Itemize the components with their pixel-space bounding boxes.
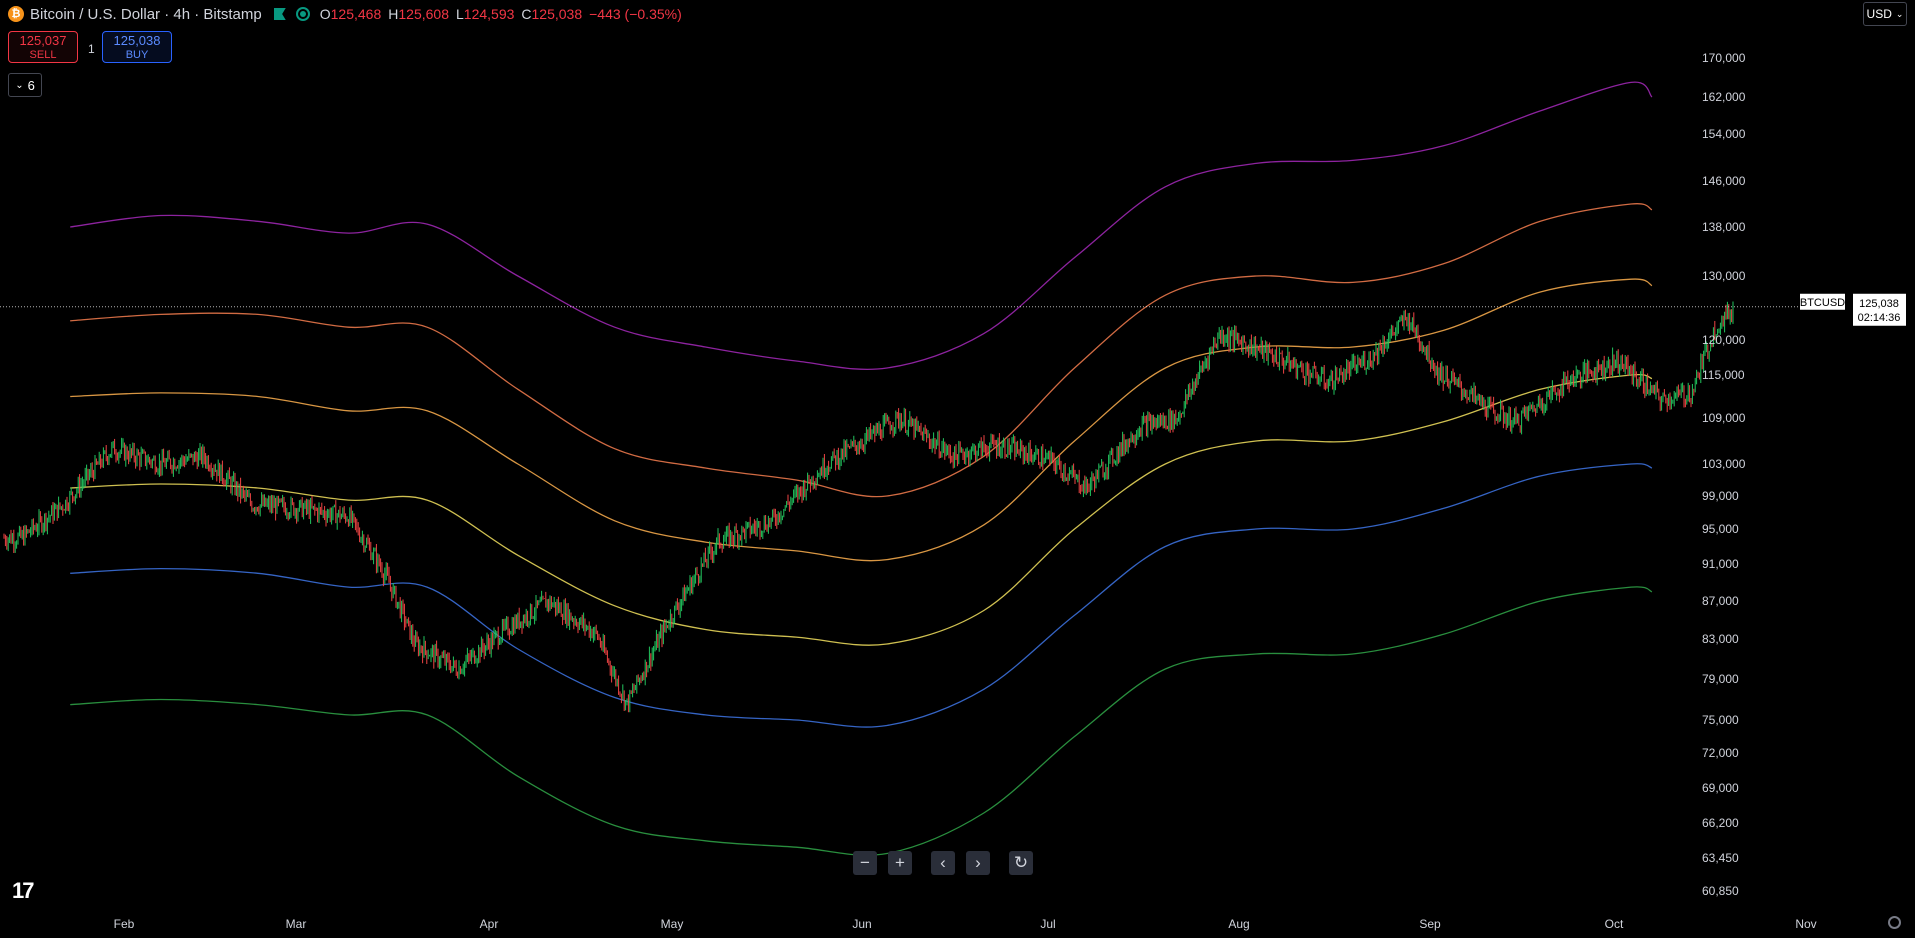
- y-tick-label: 63,450: [1702, 851, 1739, 865]
- indicators-toggle[interactable]: ⌄ 6: [8, 73, 42, 97]
- x-tick-label: Oct: [1605, 917, 1624, 931]
- symbol-title[interactable]: Bitcoin / U.S. Dollar · 4h · Bitstamp: [30, 5, 262, 23]
- zoom-in-button[interactable]: +: [888, 851, 912, 875]
- y-tick-label: 170,000: [1702, 51, 1746, 65]
- envelope-line-band-yellow: [70, 373, 1653, 646]
- y-tick-label: 115,000: [1702, 368, 1745, 382]
- scroll-left-button[interactable]: ‹: [931, 851, 955, 875]
- envelope-line-band-orange: [70, 203, 1653, 498]
- price-candles: [3, 301, 1734, 713]
- x-tick-label: Jun: [852, 917, 871, 931]
- chevron-down-icon: ⌄: [1895, 8, 1904, 19]
- sell-button[interactable]: 125,037 SELL: [8, 31, 78, 63]
- tradingview-logo[interactable]: 17: [12, 878, 35, 903]
- y-tick-label: 120,000: [1702, 333, 1746, 347]
- y-tick-label: 87,000: [1702, 594, 1739, 608]
- buy-button[interactable]: 125,038 BUY: [102, 31, 172, 63]
- y-tick-label: 91,000: [1702, 557, 1739, 571]
- y-tick-label: 60,850: [1702, 884, 1739, 898]
- y-tick-label: 72,000: [1702, 746, 1739, 760]
- y-tick-label: 79,000: [1702, 672, 1739, 686]
- symbol-tag-box: [1800, 293, 1845, 310]
- indicator-count: 6: [27, 77, 35, 93]
- y-tick-label: 138,000: [1702, 220, 1746, 234]
- envelope-line-band-purple: [70, 81, 1653, 371]
- y-tick-label: 75,000: [1702, 713, 1739, 727]
- envelope-line-band-blue: [70, 463, 1653, 728]
- symbol-header[interactable]: ₿ Bitcoin / U.S. Dollar · 4h · Bitstamp …: [8, 4, 682, 24]
- sell-label: SELL: [29, 49, 57, 61]
- close-value: C125,038: [521, 6, 583, 22]
- open-value: O125,468: [319, 6, 382, 22]
- envelope-line-band-yellow-orange: [70, 278, 1653, 562]
- y-tick-label: 109,000: [1702, 411, 1746, 425]
- y-tick-label: 83,000: [1702, 632, 1739, 646]
- currency-label: USD: [1866, 7, 1892, 21]
- buy-price: 125,038: [113, 33, 161, 48]
- x-tick-label: Jul: [1040, 917, 1055, 931]
- buy-label: BUY: [125, 49, 149, 61]
- y-tick-label: 146,000: [1702, 174, 1746, 188]
- gear-icon[interactable]: [1888, 916, 1901, 929]
- bitcoin-icon: ₿: [8, 6, 24, 22]
- x-tick-label: Feb: [114, 917, 135, 931]
- x-tick-label: May: [661, 917, 684, 931]
- y-tick-label: 162,000: [1702, 90, 1746, 104]
- y-tick-label: 69,000: [1702, 781, 1739, 795]
- last-price-box: [1853, 293, 1906, 326]
- y-tick-label: 103,000: [1702, 457, 1746, 471]
- y-tick-label: 99,000: [1702, 489, 1739, 503]
- market-status-icon[interactable]: [295, 7, 310, 21]
- envelope-line-band-green: [70, 586, 1653, 856]
- last-price-label: 125,038: [1859, 298, 1899, 310]
- envelope-bands: [70, 81, 1653, 856]
- chart-controls: − + ‹ › ↻: [853, 851, 1033, 875]
- flag-icon[interactable]: [273, 8, 286, 20]
- chart-axes: Feb Mar Apr May Jun Jul Aug Sep Oct Nov 170,000 162…: [0, 51, 1906, 931]
- x-tick-label: Apr: [480, 917, 499, 931]
- reset-chart-button[interactable]: ↻: [1009, 851, 1033, 875]
- x-tick-label: Aug: [1228, 917, 1249, 931]
- x-tick-label: Nov: [1795, 917, 1816, 931]
- symbol-tag: BTCUSD: [1800, 297, 1845, 309]
- zoom-out-button[interactable]: −: [853, 851, 877, 875]
- y-tick-label: 66,200: [1702, 816, 1739, 830]
- order-quantity[interactable]: 1: [88, 42, 95, 56]
- sell-price: 125,037: [19, 33, 67, 48]
- countdown-label: 02:14:36: [1858, 312, 1901, 324]
- y-tick-label: 130,000: [1702, 269, 1746, 283]
- x-tick-label: Mar: [286, 917, 307, 931]
- price-change: −443 (−0.35%): [589, 6, 682, 22]
- y-tick-label: 95,000: [1702, 522, 1739, 536]
- y-tick-label: 154,000: [1702, 127, 1746, 141]
- x-tick-label: Sep: [1419, 917, 1441, 931]
- high-value: H125,608: [388, 6, 449, 22]
- currency-selector[interactable]: USD ⌄: [1863, 2, 1907, 26]
- chevron-down-icon: ⌄: [15, 79, 24, 91]
- low-value: L124,593: [455, 6, 515, 22]
- scroll-right-button[interactable]: ›: [966, 851, 990, 875]
